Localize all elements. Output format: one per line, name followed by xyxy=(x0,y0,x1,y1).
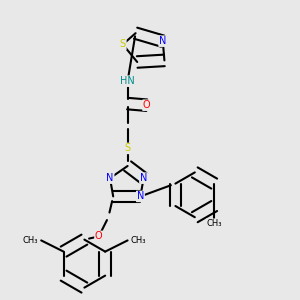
Text: N: N xyxy=(106,173,114,183)
Text: HN: HN xyxy=(120,76,135,86)
Text: N: N xyxy=(137,191,144,201)
Text: N: N xyxy=(159,36,166,46)
Text: O: O xyxy=(95,231,103,242)
Text: CH₃: CH₃ xyxy=(206,219,222,228)
Text: O: O xyxy=(143,100,151,110)
Text: CH₃: CH₃ xyxy=(131,236,146,245)
Text: CH₃: CH₃ xyxy=(22,236,38,245)
Text: S: S xyxy=(120,39,126,50)
Text: N: N xyxy=(140,173,147,183)
Text: S: S xyxy=(124,143,131,153)
